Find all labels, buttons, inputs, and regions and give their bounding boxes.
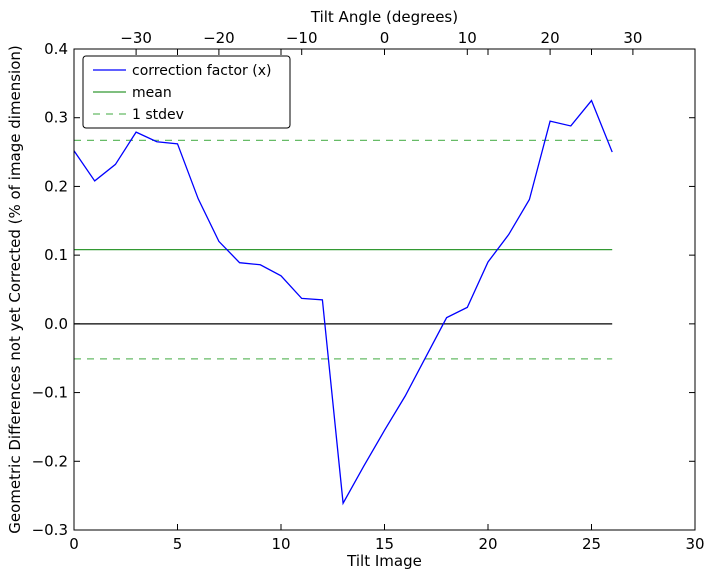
y-tick-label: 0.0 <box>44 315 68 333</box>
series-line-0 <box>73 99 613 506</box>
y-tick-label: 0.4 <box>44 40 68 58</box>
x-tick-label: 25 <box>582 535 601 553</box>
x-tick-label: 30 <box>685 535 704 553</box>
secondary-x-tick-label: 20 <box>541 29 560 47</box>
x-axis-title: Tilt Image <box>346 552 422 570</box>
x-tick-label: 0 <box>69 535 79 553</box>
x-tick-label: 15 <box>375 535 394 553</box>
legend-entry: 1 stdev <box>132 107 184 123</box>
legend-entry: mean <box>132 85 172 101</box>
y-axis-title: Geometric Differences not yet Corrected … <box>6 45 24 534</box>
secondary-x-tick-label: −30 <box>120 29 152 47</box>
ticks-layer: 0 5 10 15 20 25 30 −30 −20 −10 0 10 20 30 −0.3 −0.2 −0.1… <box>32 29 705 553</box>
y-tick-label: −0.2 <box>32 452 68 470</box>
legend-entry: correction factor (x) <box>132 63 271 79</box>
y-tick-label: −0.1 <box>32 384 68 402</box>
y-tick-label: 0.1 <box>44 246 68 264</box>
secondary-x-axis-title: Tilt Angle (degrees) <box>310 8 458 26</box>
x-tick-label: 10 <box>271 535 290 553</box>
secondary-x-tick-label: 0 <box>380 29 390 47</box>
y-tick-label: 0.3 <box>44 109 68 127</box>
secondary-x-tick-label: 30 <box>623 29 642 47</box>
y-tick-label: 0.2 <box>44 177 68 195</box>
x-tick-label: 5 <box>173 535 183 553</box>
secondary-x-tick-label: −10 <box>286 29 318 47</box>
legend: correction factor (x) mean 1 stdev <box>82 55 291 129</box>
secondary-x-tick-label: −20 <box>203 29 235 47</box>
x-tick-label: 20 <box>478 535 497 553</box>
secondary-x-tick-label: 10 <box>458 29 477 47</box>
legend-box <box>82 55 291 129</box>
y-tick-label: −0.3 <box>32 521 68 539</box>
series-layer <box>73 99 613 506</box>
